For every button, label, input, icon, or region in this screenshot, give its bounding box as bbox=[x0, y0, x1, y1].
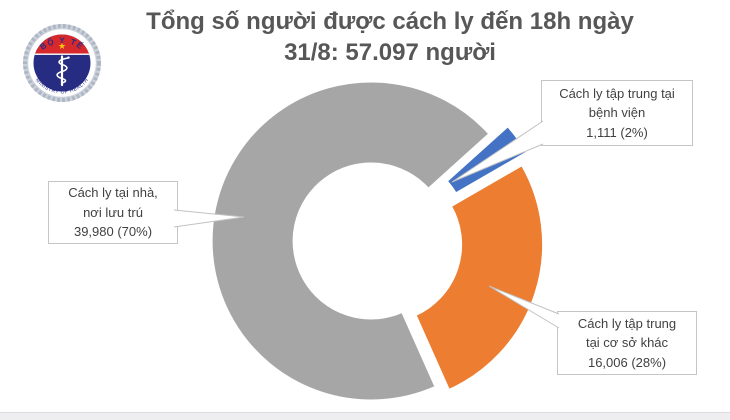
callout-other-value: 16,006 (28%) bbox=[587, 354, 667, 370]
callout-home-line1: Cách ly tại nhà, bbox=[68, 185, 158, 201]
callout-hospital-line1: Cách ly tập trung tại bbox=[559, 85, 675, 101]
star-icon: ★ bbox=[58, 41, 66, 51]
logo-red-band bbox=[33, 34, 91, 54]
logo-scalloped-edge bbox=[23, 24, 101, 102]
callout-hospital-quarantine: Cách ly tập trung tại bệnh viện 1,111 (2… bbox=[541, 80, 693, 146]
callout-pointer-other bbox=[488, 285, 560, 329]
donut-slices bbox=[209, 79, 546, 403]
chart-title-line1: Tổng số người được cách ly đến 18h ngày bbox=[146, 8, 634, 35]
slice-home-quarantine bbox=[209, 79, 492, 403]
bottom-strip bbox=[0, 412, 730, 420]
chart-title: Tổng số người được cách ly đến 18h ngày … bbox=[80, 6, 700, 68]
chart-title-line2: 31/8: 57.097 người bbox=[284, 39, 496, 66]
callout-hospital-line2: bệnh viện bbox=[588, 105, 646, 121]
callout-other-facility-quarantine: Cách ly tập trung tại cơ sở khác 16,006 … bbox=[557, 311, 697, 375]
rod-of-asclepius-icon bbox=[56, 55, 70, 87]
callout-other-line2: tại cơ sở khác bbox=[585, 335, 669, 351]
callout-home-value: 39,980 (70%) bbox=[73, 224, 153, 240]
logo-band-divider bbox=[33, 53, 91, 55]
callout-pointer-home bbox=[173, 209, 245, 228]
callout-hospital-value: 1,111 (2%) bbox=[586, 124, 648, 140]
callout-pointer-hospital bbox=[451, 120, 544, 183]
callout-pointers bbox=[173, 120, 560, 329]
callout-home-line2: nơi lưu trú bbox=[83, 204, 143, 220]
slice-other-facility-quarantine bbox=[413, 162, 546, 393]
slice-hospital-quarantine bbox=[444, 124, 530, 196]
ministry-of-health-logo: ★ BỘ Y TẾ MINISTRY OF HEALTH bbox=[23, 24, 101, 102]
callout-other-line1: Cách ly tập trung bbox=[577, 315, 677, 331]
callout-home-quarantine: Cách ly tại nhà, nơi lưu trú 39,980 (70%… bbox=[48, 181, 178, 244]
